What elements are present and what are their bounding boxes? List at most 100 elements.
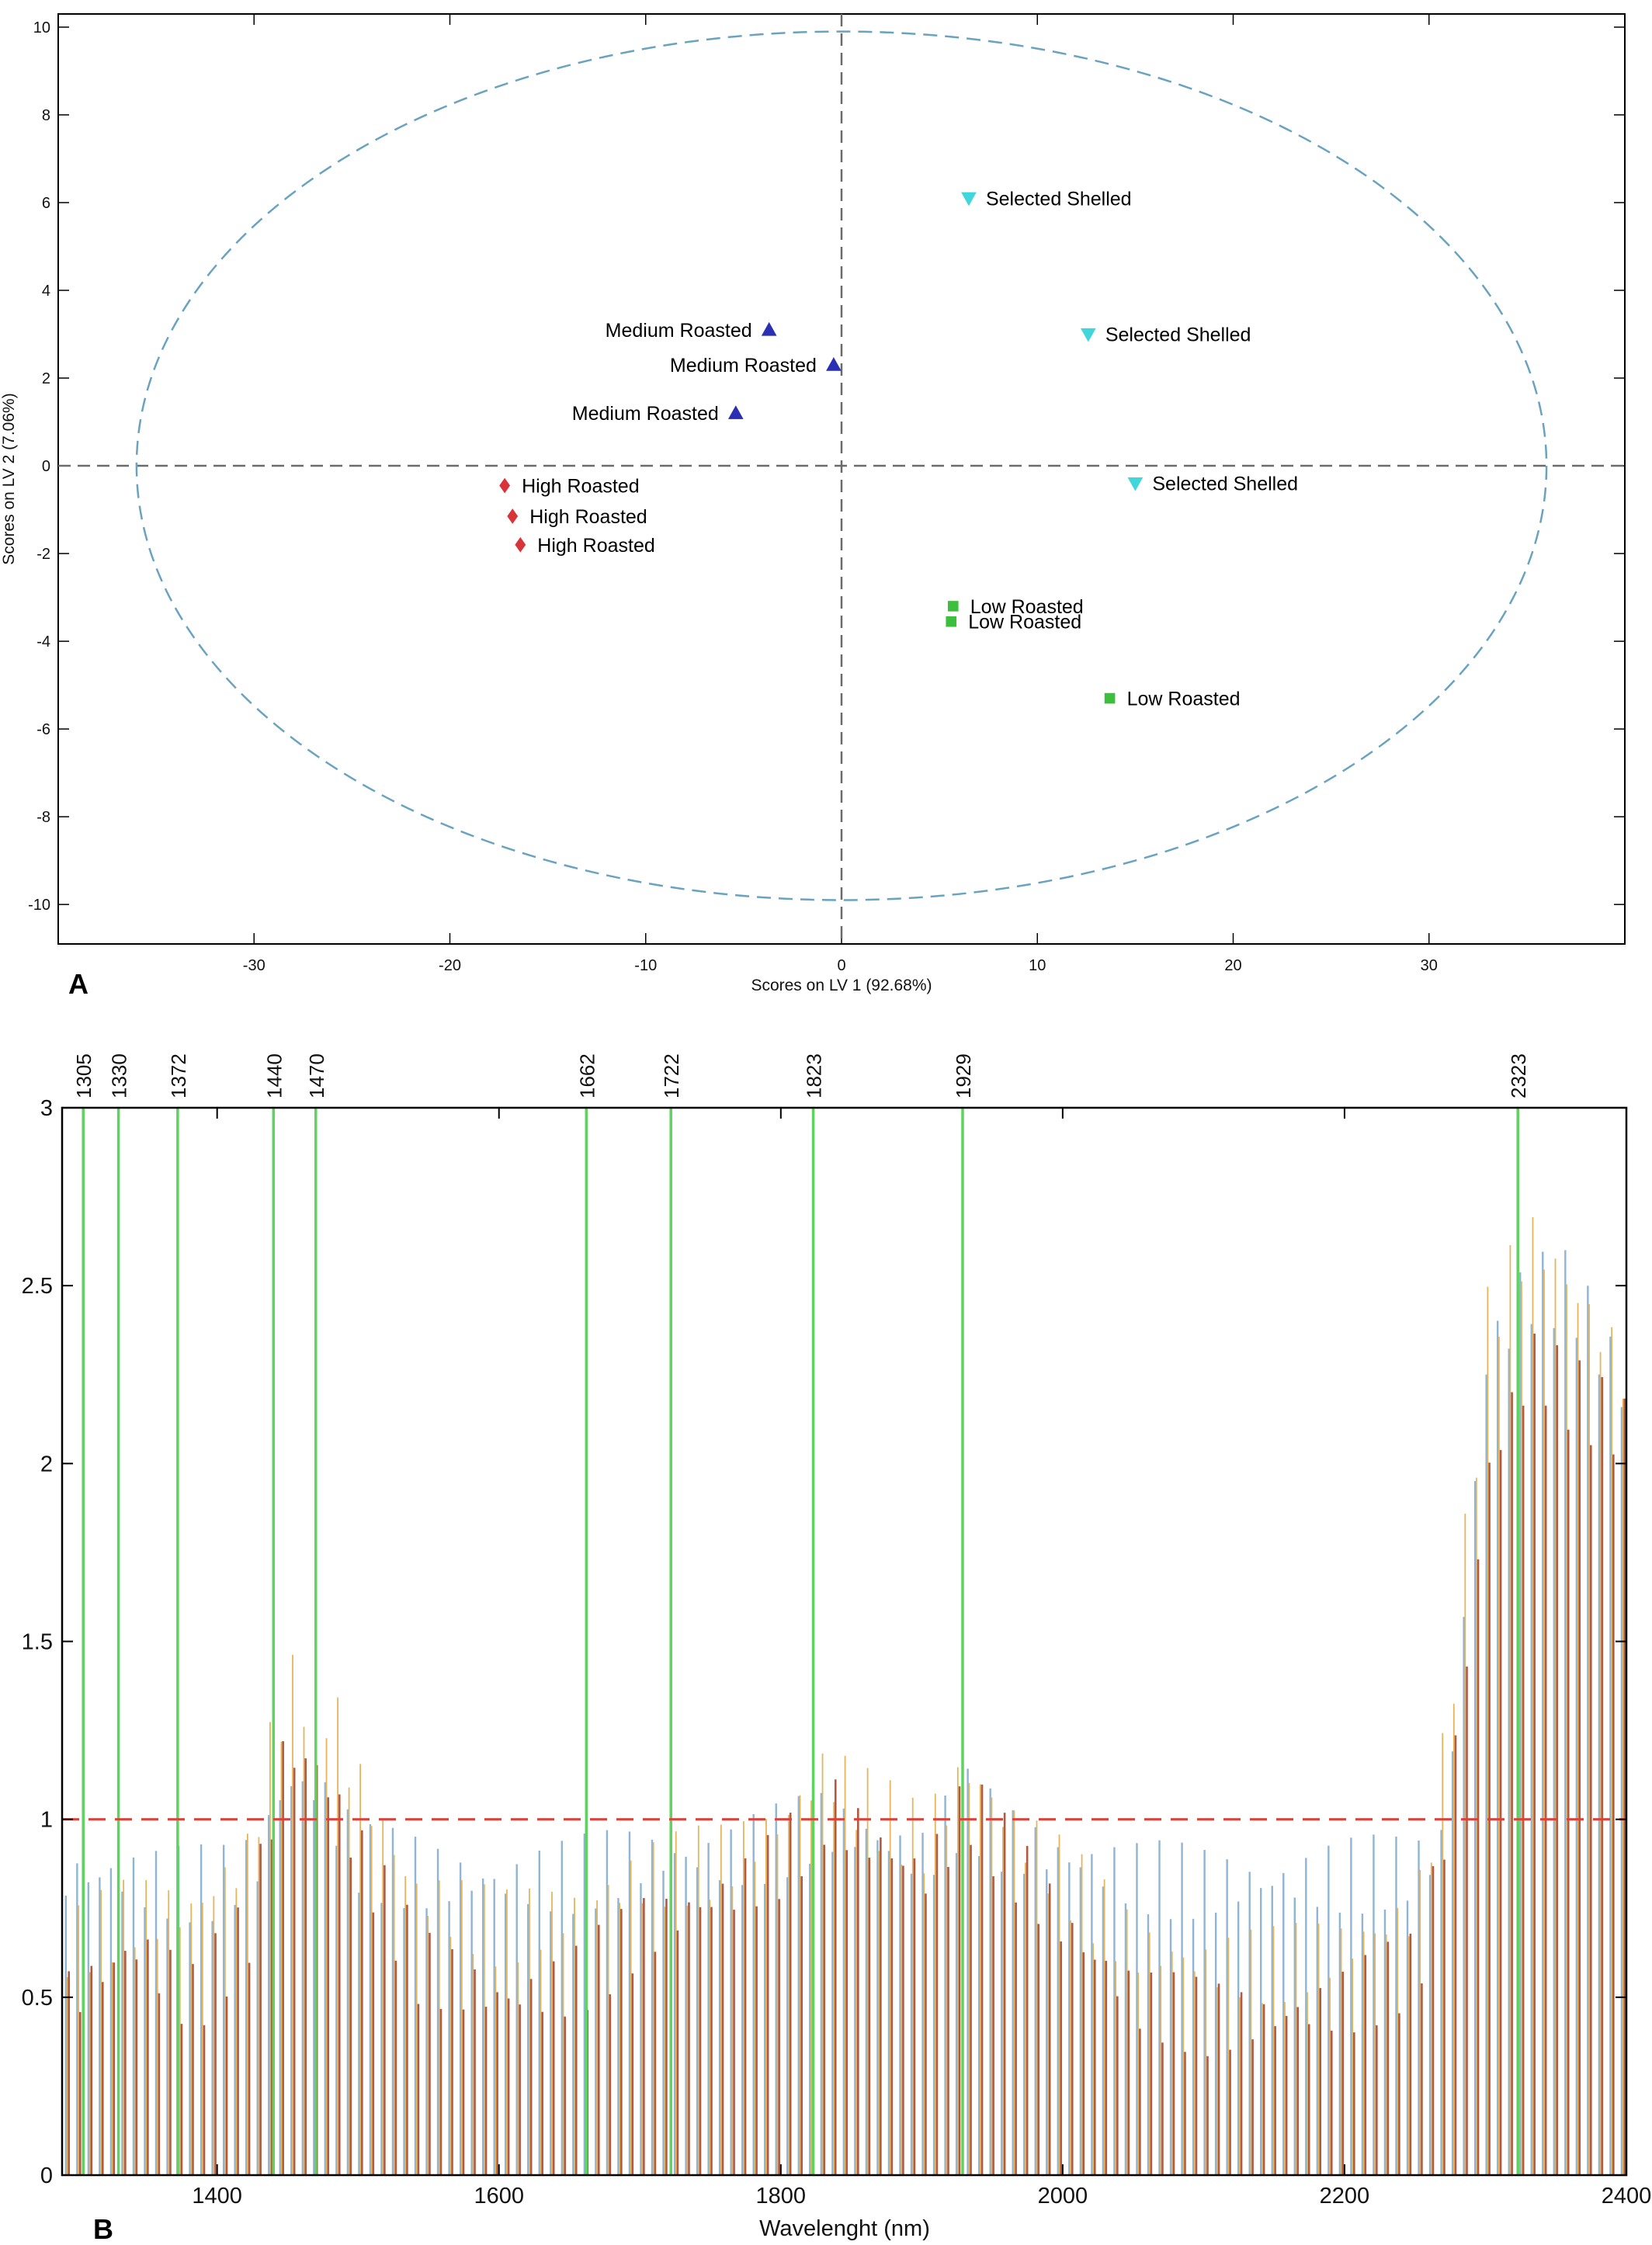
point-marker — [946, 616, 957, 627]
bar — [652, 1842, 654, 2175]
panel-a-y-axis-title: Scores on LV 2 (7.06%) — [0, 393, 18, 564]
y-tick-label: 2.5 — [22, 1274, 53, 1299]
bar — [483, 1884, 485, 2175]
bar — [1296, 2007, 1299, 2175]
bar — [1113, 1847, 1116, 2175]
bar — [1397, 1907, 1399, 2175]
bar — [1554, 1258, 1557, 2175]
y-tick-label: 0 — [40, 2163, 53, 2188]
bar — [733, 1910, 735, 2175]
bar — [967, 1768, 969, 2175]
bar — [1508, 1348, 1510, 2175]
bar — [540, 1949, 542, 2175]
bar — [1136, 1843, 1138, 2175]
bar — [730, 1829, 732, 2175]
bar — [786, 1877, 789, 2175]
bar — [529, 1979, 533, 2175]
bar — [1374, 1933, 1376, 2175]
bar — [101, 1982, 104, 2175]
bar — [676, 1930, 679, 2175]
bar — [1567, 1429, 1570, 2175]
bar — [1464, 1513, 1466, 2175]
point-marker — [1080, 328, 1096, 342]
panel-b-bars — [64, 1217, 1626, 2175]
y-tick-label: -6 — [36, 721, 50, 738]
bar — [121, 1891, 123, 2175]
bar — [992, 1875, 994, 2175]
bar — [752, 1813, 755, 2175]
panel-a-x-axis: -30 -20 -10 0 10 20 30 — [243, 14, 1438, 974]
bar — [404, 1875, 407, 2175]
bar — [111, 1962, 113, 2175]
wavelength-marker: 2323 — [1507, 1053, 1530, 2175]
bar — [607, 1885, 609, 2175]
bar — [372, 1912, 375, 2175]
x-tick-label: 2400 — [1602, 2184, 1652, 2209]
bar — [1093, 1959, 1096, 2175]
bar — [256, 1881, 259, 2175]
bar — [1598, 1374, 1601, 2175]
point-marker — [1104, 692, 1116, 704]
marker-label: 1823 — [803, 1053, 826, 1098]
bar — [481, 1878, 484, 2175]
bar — [484, 2007, 488, 2175]
bar — [1587, 1286, 1589, 2175]
bar — [1284, 2001, 1286, 2175]
marker-label: 1372 — [167, 1053, 190, 1098]
point-label: High Roasted — [522, 475, 639, 497]
bar — [1362, 1931, 1365, 2175]
bar — [529, 1888, 530, 2175]
bar — [270, 1839, 273, 2175]
marker-label: 1929 — [952, 1053, 975, 1098]
bar — [755, 1906, 758, 2175]
bar — [1509, 1245, 1511, 2175]
y-tick-label: 1.5 — [22, 1630, 53, 1655]
bar — [1271, 1886, 1273, 2175]
bar — [834, 1779, 837, 2175]
bar — [349, 1857, 352, 2175]
bar — [654, 1952, 657, 2175]
bar — [1034, 1827, 1036, 2175]
bar — [1184, 2052, 1186, 2175]
wavelength-marker: 1823 — [803, 1053, 826, 2175]
point-label: Low Roasted — [1127, 689, 1241, 710]
bar — [394, 1960, 397, 2175]
wavelength-marker: 1662 — [575, 1053, 599, 2175]
bar — [1316, 1907, 1319, 2175]
bar — [1060, 1941, 1063, 2175]
bar — [113, 1962, 116, 2175]
bar — [1553, 1327, 1556, 2175]
bar — [1181, 1842, 1183, 2175]
point-marker — [947, 601, 959, 612]
y-tick-label: -2 — [36, 546, 50, 563]
bar — [935, 1834, 939, 2175]
point-label: Selected Shelled — [1152, 474, 1298, 495]
bar — [1622, 1398, 1624, 2175]
panel-a-confidence-ellipse — [135, 30, 1548, 901]
bar — [235, 1888, 238, 2175]
bar — [1511, 1392, 1513, 2175]
bar — [1058, 1834, 1060, 2175]
bar — [1522, 1405, 1525, 2175]
bar — [720, 1824, 722, 2175]
bar — [1147, 1914, 1150, 2175]
bar — [1216, 1986, 1218, 2175]
x-tick-label: 1800 — [756, 2184, 807, 2209]
bar — [292, 1654, 293, 2175]
bar — [854, 1847, 856, 2175]
bar — [664, 1907, 666, 2175]
bar — [947, 1867, 949, 2175]
bar — [880, 1837, 882, 2175]
bar — [380, 1903, 383, 2175]
x-tick-label: 10 — [1029, 957, 1046, 974]
score-point: Selected Shelled — [1127, 474, 1298, 495]
marker-label: 1470 — [305, 1053, 328, 1098]
bar — [451, 1948, 453, 2175]
bar — [1251, 2039, 1254, 2175]
x-tick-label: 1600 — [474, 2184, 524, 2209]
bar — [436, 1848, 439, 2175]
score-point: Low Roasted — [947, 596, 1084, 618]
bar — [1532, 1217, 1534, 2175]
bar — [346, 1809, 349, 2175]
